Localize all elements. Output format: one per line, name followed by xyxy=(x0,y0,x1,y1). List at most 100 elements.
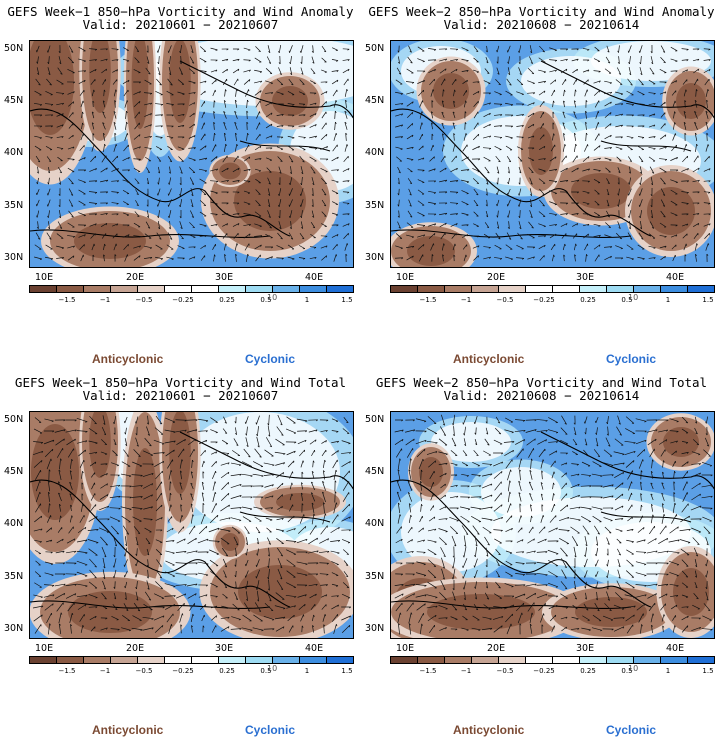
lat-label: 40N xyxy=(4,147,24,158)
lon-label: 40E xyxy=(666,272,685,283)
colorbar-swatch xyxy=(165,286,192,292)
colorbar-swatch xyxy=(84,657,111,663)
colorbar-label: −1 xyxy=(460,296,472,304)
lon-label: 10E xyxy=(35,643,54,654)
colorbar xyxy=(29,656,354,664)
colorbar xyxy=(390,285,715,293)
colorbar-label: 1.5 xyxy=(341,667,353,675)
legend-cyclonic: Cyclonic xyxy=(245,352,296,366)
lat-label: 30N xyxy=(365,623,385,634)
vorticity-map xyxy=(391,412,714,638)
coastline xyxy=(391,431,714,609)
lat-label: 45N xyxy=(4,466,24,477)
colorbar-swatch xyxy=(138,657,165,663)
colorbar-swatch xyxy=(30,657,57,663)
colorbar-swatch xyxy=(391,286,418,292)
colorbar-swatch xyxy=(499,286,526,292)
colorbar-label: −0.25 xyxy=(172,667,194,675)
colorbar-swatch xyxy=(688,286,714,292)
legend-anticyclonic: Anticyclonic xyxy=(453,723,525,737)
colorbar-swatch xyxy=(580,286,607,292)
lat-label: 35N xyxy=(365,200,385,211)
colorbar-label: 1 xyxy=(665,296,671,304)
lon-label: 30E xyxy=(576,272,595,283)
colorbar-swatch xyxy=(526,286,553,292)
lon-label: 10E xyxy=(396,643,415,654)
colorbar-swatch xyxy=(57,657,84,663)
wind-vectors xyxy=(34,44,350,262)
colorbar-swatch xyxy=(445,286,472,292)
colorbar-swatch xyxy=(391,657,418,663)
colorbar-scale: 10 xyxy=(628,664,639,673)
colorbar-swatch xyxy=(634,286,661,292)
colorbar-label: 0.5 xyxy=(260,296,272,304)
colorbar-label: −0.5 xyxy=(496,296,514,304)
panel-week1-anomaly: GEFS Week−1 850−hPa Vorticity and Wind A… xyxy=(0,0,361,371)
colorbar-swatch xyxy=(553,286,580,292)
colorbar-swatch xyxy=(580,657,607,663)
lat-label: 30N xyxy=(4,623,24,634)
colorbar-label: −1 xyxy=(99,667,111,675)
colorbar-label: −1.5 xyxy=(58,296,76,304)
lon-label: 20E xyxy=(126,272,145,283)
colorbar-label: −1 xyxy=(99,296,111,304)
colorbar-swatch xyxy=(300,657,327,663)
colorbar-swatch xyxy=(607,657,634,663)
lon-label: 20E xyxy=(487,643,506,654)
colorbar-label: 0.25 xyxy=(580,667,596,675)
colorbar-label: −1.5 xyxy=(58,667,76,675)
wind-vectors xyxy=(32,414,352,635)
colorbar-swatch xyxy=(138,286,165,292)
coastline xyxy=(30,431,353,609)
coastline xyxy=(391,60,714,238)
colorbar-swatch xyxy=(111,286,138,292)
lat-label: 35N xyxy=(365,571,385,582)
colorbar-swatch xyxy=(57,286,84,292)
colorbar-label: −0.5 xyxy=(135,667,153,675)
colorbar xyxy=(29,285,354,293)
lat-label: 35N xyxy=(4,571,24,582)
colorbar-swatch xyxy=(192,286,219,292)
lat-label: 40N xyxy=(4,518,24,529)
legend-cyclonic: Cyclonic xyxy=(245,723,296,737)
lat-label: 50N xyxy=(365,43,385,54)
colorbar-swatch xyxy=(661,286,688,292)
panel-week2-total: GEFS Week−2 850−hPa Vorticity and Wind T… xyxy=(361,371,722,742)
colorbar-swatch xyxy=(688,657,714,663)
colorbar-swatch xyxy=(219,286,246,292)
colorbar-scale: 10 xyxy=(267,664,278,673)
panel-title: GEFS Week−2 850−hPa Vorticity and Wind A… xyxy=(368,4,715,19)
lon-label: 40E xyxy=(666,643,685,654)
lat-label: 45N xyxy=(365,466,385,477)
colorbar-swatch xyxy=(300,286,327,292)
colorbar-label: 1.5 xyxy=(341,296,353,304)
legend-anticyclonic: Anticyclonic xyxy=(92,352,164,366)
panel-title: GEFS Week−1 850−hPa Vorticity and Wind A… xyxy=(7,4,354,19)
colorbar-label: 0.5 xyxy=(621,296,633,304)
colorbar-label: −0.25 xyxy=(533,296,555,304)
colorbar-swatch xyxy=(246,286,273,292)
colorbar-swatch xyxy=(661,657,688,663)
colorbar-label: 0.5 xyxy=(621,667,633,675)
panel-title: GEFS Week−2 850−hPa Vorticity and Wind T… xyxy=(375,375,708,390)
colorbar-label: −0.25 xyxy=(533,667,555,675)
lat-label: 30N xyxy=(365,252,385,263)
colorbar-swatch xyxy=(165,657,192,663)
lon-label: 30E xyxy=(576,643,595,654)
legend-anticyclonic: Anticyclonic xyxy=(453,352,525,366)
colorbar-label: 1 xyxy=(304,296,310,304)
map-area xyxy=(390,40,715,268)
colorbar-swatch xyxy=(192,657,219,663)
map-area xyxy=(29,40,354,268)
panel-week2-anomaly: GEFS Week−2 850−hPa Vorticity and Wind A… xyxy=(361,0,722,371)
colorbar-label: 0.25 xyxy=(219,296,235,304)
colorbar-label: 0.25 xyxy=(219,667,235,675)
colorbar-label: −0.5 xyxy=(135,296,153,304)
colorbar-swatch xyxy=(472,657,499,663)
wind-vectors xyxy=(394,414,713,635)
lon-label: 10E xyxy=(35,272,54,283)
legend-anticyclonic: Anticyclonic xyxy=(92,723,164,737)
wind-vectors xyxy=(394,45,711,262)
colorbar-label: −1.5 xyxy=(419,296,437,304)
colorbar-swatch xyxy=(327,286,353,292)
